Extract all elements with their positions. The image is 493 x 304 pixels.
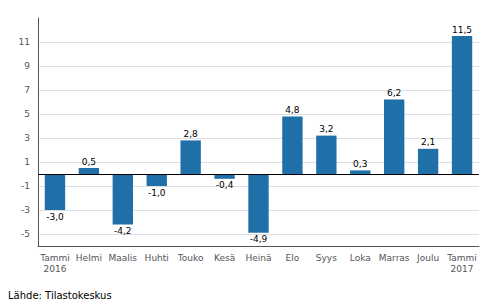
- svg-text:-4,9: -4,9: [250, 234, 268, 244]
- svg-text:3,2: 3,2: [319, 124, 333, 134]
- svg-text:11: 11: [19, 37, 30, 47]
- svg-text:3: 3: [24, 133, 30, 143]
- svg-text:Huhti: Huhti: [145, 253, 169, 263]
- svg-text:Joulu: Joulu: [416, 253, 439, 263]
- svg-text:6,2: 6,2: [387, 88, 401, 98]
- svg-text:Kesä: Kesä: [214, 253, 235, 263]
- svg-text:9: 9: [24, 61, 30, 71]
- svg-text:Touko: Touko: [177, 253, 204, 263]
- svg-text:-4,2: -4,2: [114, 226, 132, 236]
- svg-text:Lähde: Tilastokeskus: Lähde: Tilastokeskus: [8, 290, 112, 301]
- svg-text:-3,0: -3,0: [46, 212, 64, 222]
- svg-text:2017: 2017: [451, 264, 474, 274]
- svg-text:Syys: Syys: [316, 253, 337, 263]
- svg-text:7: 7: [24, 85, 30, 95]
- svg-text:Helmi: Helmi: [76, 253, 102, 263]
- svg-text:11,5: 11,5: [452, 25, 472, 35]
- svg-text:Elo: Elo: [286, 253, 300, 263]
- svg-text:0,3: 0,3: [353, 159, 367, 169]
- svg-text:Heinä: Heinä: [245, 253, 271, 263]
- svg-text:4,8: 4,8: [285, 105, 300, 115]
- svg-text:Tammi: Tammi: [39, 253, 70, 263]
- svg-text:1: 1: [24, 157, 30, 167]
- svg-text:2016: 2016: [44, 264, 67, 274]
- svg-text:Maalis: Maalis: [109, 253, 138, 263]
- svg-text:5: 5: [24, 109, 30, 119]
- svg-text:2,8: 2,8: [183, 129, 198, 139]
- svg-text:Marras: Marras: [379, 253, 410, 263]
- svg-text:-1,0: -1,0: [148, 188, 166, 198]
- svg-text:-0,4: -0,4: [216, 180, 234, 190]
- svg-text:-1: -1: [21, 181, 30, 191]
- svg-text:0,5: 0,5: [82, 157, 96, 167]
- svg-text:Loka: Loka: [350, 253, 371, 263]
- svg-text:2,1: 2,1: [421, 137, 435, 147]
- svg-text:-5: -5: [21, 229, 30, 239]
- svg-text:Tammi: Tammi: [446, 253, 477, 263]
- svg-text:-3: -3: [21, 205, 30, 215]
